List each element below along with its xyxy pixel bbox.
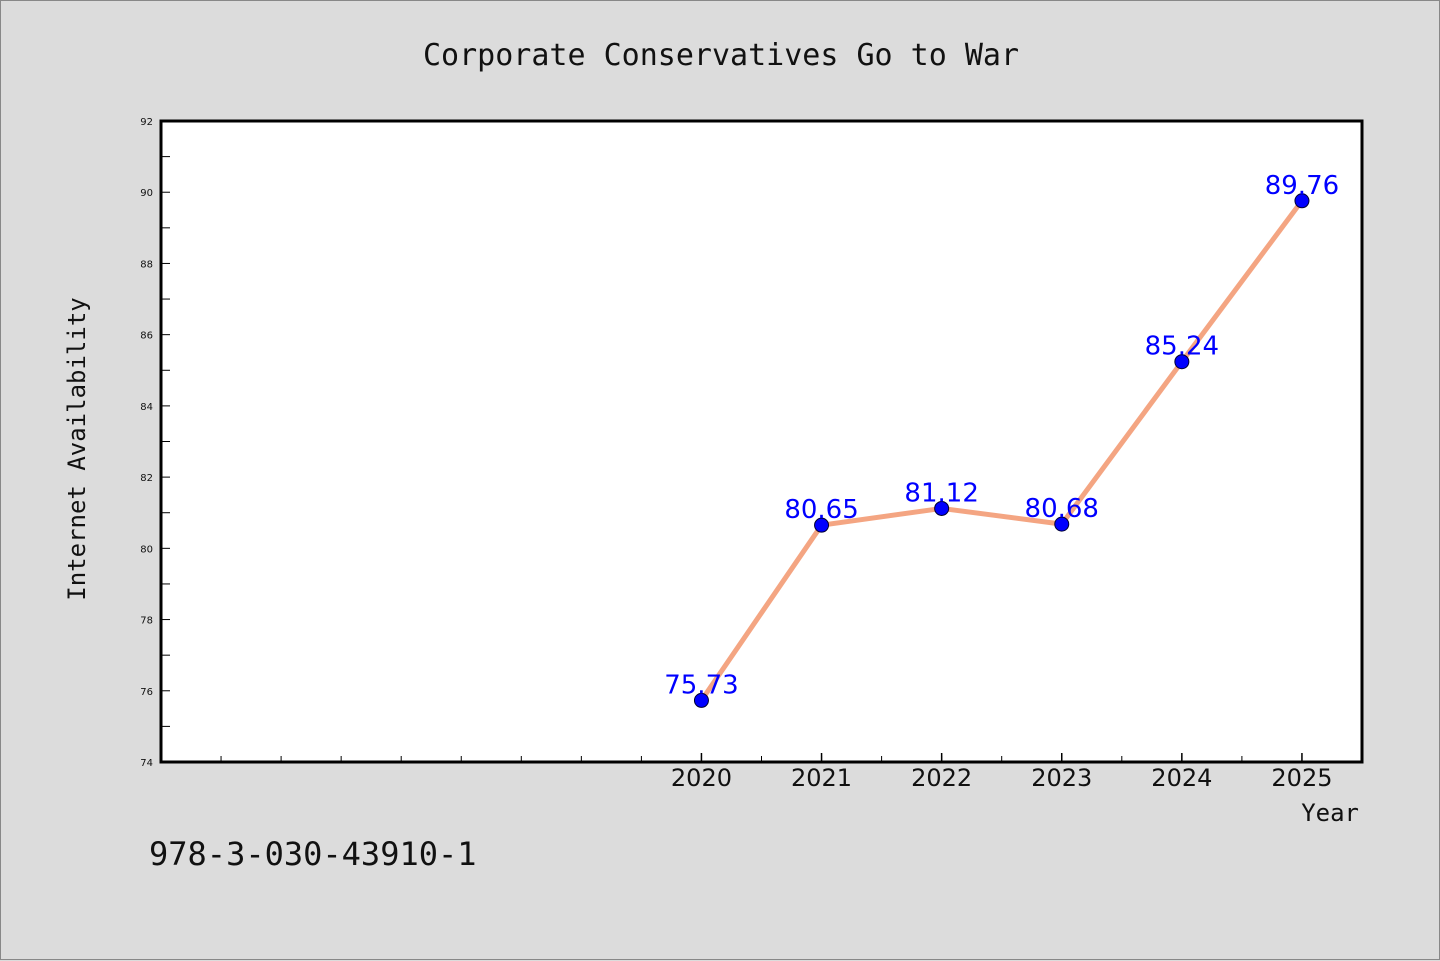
data-point — [693, 692, 709, 708]
data-label: 89.76 — [1265, 171, 1339, 201]
y-axis-ticks: 74 76 78 80 82 84 86 88 90 92 — [140, 117, 170, 769]
y-tick-label: 92 — [140, 117, 153, 128]
x-tick-label: 2024 — [1151, 764, 1212, 792]
y-tick-label: 76 — [140, 687, 153, 698]
y-axis-label: Internet Availability — [63, 297, 91, 600]
chart-title: Corporate Conservatives Go to War — [423, 38, 1019, 73]
x-tick-label: 2020 — [671, 764, 732, 792]
y-tick-label: 84 — [140, 402, 153, 413]
data-point — [934, 500, 950, 516]
plot-area — [159, 119, 1364, 764]
data-point — [1054, 516, 1070, 532]
x-tick-label: 2025 — [1271, 764, 1332, 792]
x-tick-label: 2021 — [791, 764, 852, 792]
y-tick-label: 88 — [140, 259, 153, 270]
isbn-footnote: 978-3-030-43910-1 — [149, 835, 477, 873]
y-tick-label: 86 — [140, 331, 153, 342]
data-label: 80.68 — [1025, 494, 1099, 524]
y-tick-label: 80 — [140, 544, 153, 555]
data-label: 81.12 — [904, 478, 978, 508]
data-label: 80.65 — [784, 495, 858, 525]
x-axis-label: Year — [1301, 799, 1359, 827]
data-point — [1174, 354, 1190, 370]
y-tick-label: 82 — [140, 473, 153, 484]
x-tick-label: 2022 — [911, 764, 972, 792]
y-tick-label: 74 — [140, 758, 153, 769]
series-layer: 75.73 80.65 81.12 80.68 85.24 89.76 — [664, 171, 1339, 708]
y-tick-label: 90 — [140, 188, 153, 199]
data-point — [1294, 193, 1310, 209]
x-tick-label: 2023 — [1031, 764, 1092, 792]
x-axis-ticks: 2020 2021 2022 2023 2024 2025 — [220, 753, 1332, 792]
data-label: 85.24 — [1145, 332, 1219, 362]
data-point — [814, 517, 830, 533]
y-tick-label: 78 — [140, 616, 153, 627]
data-label: 75.73 — [664, 670, 738, 700]
series-line — [698, 198, 1305, 703]
